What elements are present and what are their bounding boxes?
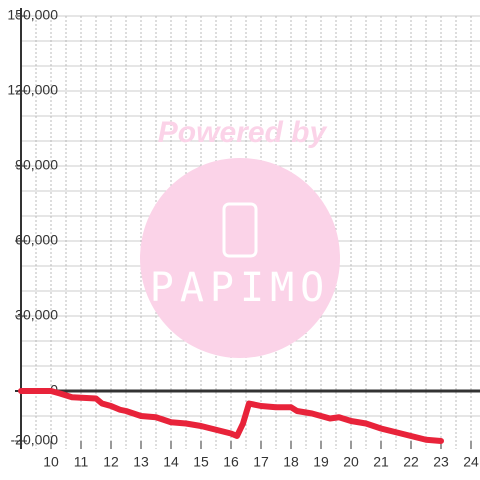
x-tick-label: 20 [343,454,359,470]
x-tick-label: 23 [433,454,449,470]
x-tick-label: 17 [253,454,269,470]
x-tick-label: 10 [43,454,59,470]
x-tick-label: 21 [373,454,389,470]
x-tick-label: 18 [283,454,299,470]
y-tick-label: 60,000 [15,232,58,248]
watermark-icon [222,202,258,258]
watermark-text: Powered by [158,116,328,149]
x-tick-label: 22 [403,454,419,470]
x-tick-label: 12 [103,454,119,470]
y-tick-label: 90,000 [15,157,58,173]
x-tick-label: 13 [133,454,149,470]
y-tick-label: 150,000 [7,7,58,23]
watermark-logo: PAPIMO [150,265,331,311]
y-tick-label: 120,000 [7,82,58,98]
x-tick-label: 11 [74,454,89,470]
x-tick-label: 24 [463,454,479,470]
x-tick-label: 16 [223,454,239,470]
y-tick-label: 30,000 [15,307,58,323]
x-tick-label: 14 [163,454,179,470]
x-tick-label: 19 [313,454,329,470]
watermark-circle [140,158,340,358]
line-series [18,388,444,444]
x-tick-label: 15 [193,454,209,470]
y-tick-label: -20,000 [11,432,59,448]
